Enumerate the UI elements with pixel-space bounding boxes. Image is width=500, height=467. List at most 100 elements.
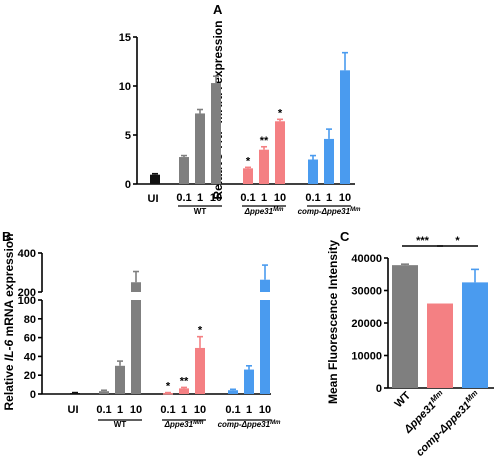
group-label-text: Δppe31 [244, 207, 274, 216]
y-tick-label: 0 [30, 389, 36, 401]
y-tick-label: 5 [125, 130, 131, 142]
bar [308, 159, 318, 184]
bar [260, 279, 270, 292]
bar [260, 300, 270, 394]
y-tick-label: 10000 [351, 351, 382, 363]
y-axis-label-part: Relative [2, 361, 16, 410]
y-tick-label: 100 [18, 295, 36, 307]
group-label-text: Δppe31 [164, 420, 194, 429]
dose-label: 0.1 [240, 192, 255, 204]
dose-label: 10 [339, 192, 351, 204]
category-label: UI [68, 404, 79, 416]
y-tick-label: 10 [119, 81, 131, 93]
significance-marker: ** [180, 375, 189, 387]
y-tick-label: 0 [376, 383, 382, 395]
dose-label: 0.1 [225, 404, 240, 416]
dose-label: 1 [181, 404, 187, 416]
dose-label: 10 [274, 192, 286, 204]
group-label: WT [114, 420, 127, 429]
bar [131, 282, 141, 292]
group-label: comp-Δppe31Mm [298, 207, 361, 216]
dose-label: 0.1 [96, 404, 111, 416]
bar [115, 365, 125, 394]
y-tick-label: 80 [24, 314, 36, 326]
y-tick-label: 20000 [351, 318, 382, 330]
y-tick-label: 60 [24, 333, 36, 345]
y-tick-label: 20 [24, 370, 36, 382]
bar [150, 174, 160, 184]
y-tick-label: 40000 [351, 253, 382, 265]
bar [324, 138, 334, 184]
bar [228, 390, 238, 394]
dose-label: 0.1 [176, 192, 191, 204]
dose-label: 1 [261, 192, 267, 204]
y-axis-label: Mean Fluorescence Intensity [326, 240, 340, 404]
y-tick-label: 15 [119, 32, 131, 44]
group-label-text: comp-Δppe31 [298, 207, 351, 216]
significance-marker: * [198, 325, 203, 337]
group-label: Δppe31Mm [244, 207, 284, 216]
bar [340, 70, 350, 184]
group-label-sup: Mm [270, 420, 281, 426]
bar [195, 113, 205, 184]
category-label: comp-Δppe31Mm [412, 388, 483, 459]
dose-label: 1 [326, 192, 332, 204]
group-label-sup: Mm [273, 207, 284, 213]
dose-label: 10 [210, 192, 222, 204]
bar [259, 149, 269, 184]
group-label: WT [194, 207, 207, 216]
group-label-text: WT [194, 207, 207, 216]
group-label-text: WT [114, 420, 127, 429]
bar [211, 83, 221, 184]
dose-label: 1 [246, 404, 252, 416]
bar [70, 393, 80, 395]
significance-marker: ** [260, 135, 269, 147]
panel-a: ARelative TNF mRNA expression051015****U… [119, 2, 361, 216]
bar [427, 303, 453, 388]
bar [131, 300, 141, 394]
significance-marker: * [278, 107, 283, 119]
significance-marker: * [455, 235, 460, 247]
dose-label: 10 [130, 404, 142, 416]
dose-label: 0.1 [305, 192, 320, 204]
group-label-text: comp-Δppe31 [218, 420, 271, 429]
bar [179, 388, 189, 394]
dose-label: 0.1 [160, 404, 175, 416]
y-tick-label: 0 [125, 179, 131, 191]
dose-label: 1 [117, 404, 123, 416]
y-tick-label: 200 [18, 287, 36, 299]
y-axis-label-gene: IL-6 [2, 339, 16, 361]
panel-label: A [213, 2, 223, 17]
panel-label: C [340, 229, 350, 244]
group-label: Δppe31Mm [164, 420, 204, 429]
bar [392, 265, 418, 388]
significance-marker: * [166, 381, 171, 393]
bar [179, 157, 189, 184]
category-label: WT [393, 389, 414, 410]
dose-label: 1 [197, 192, 203, 204]
y-axis-label-part: mRNA expression [2, 234, 16, 340]
y-tick-label: 30000 [351, 286, 382, 298]
dose-label: 10 [259, 404, 271, 416]
bar [163, 393, 173, 395]
y-tick-label: 40 [24, 351, 36, 363]
dose-label: 10 [194, 404, 206, 416]
bar [243, 168, 253, 184]
bar [99, 391, 109, 394]
bar [195, 347, 205, 394]
significance-marker: *** [416, 235, 430, 247]
group-label: comp-Δppe31Mm [218, 420, 281, 429]
group-label-sup: Mm [350, 207, 361, 213]
group-label-sup: Mm [193, 420, 204, 426]
panel-label: B [2, 229, 11, 244]
bar [275, 121, 285, 184]
significance-marker: * [246, 155, 251, 167]
bar [244, 369, 254, 394]
y-axis-label: Relative IL-6 mRNA expression [2, 234, 16, 411]
y-tick-label: 400 [18, 248, 36, 260]
category-label-text: WT [393, 389, 414, 410]
